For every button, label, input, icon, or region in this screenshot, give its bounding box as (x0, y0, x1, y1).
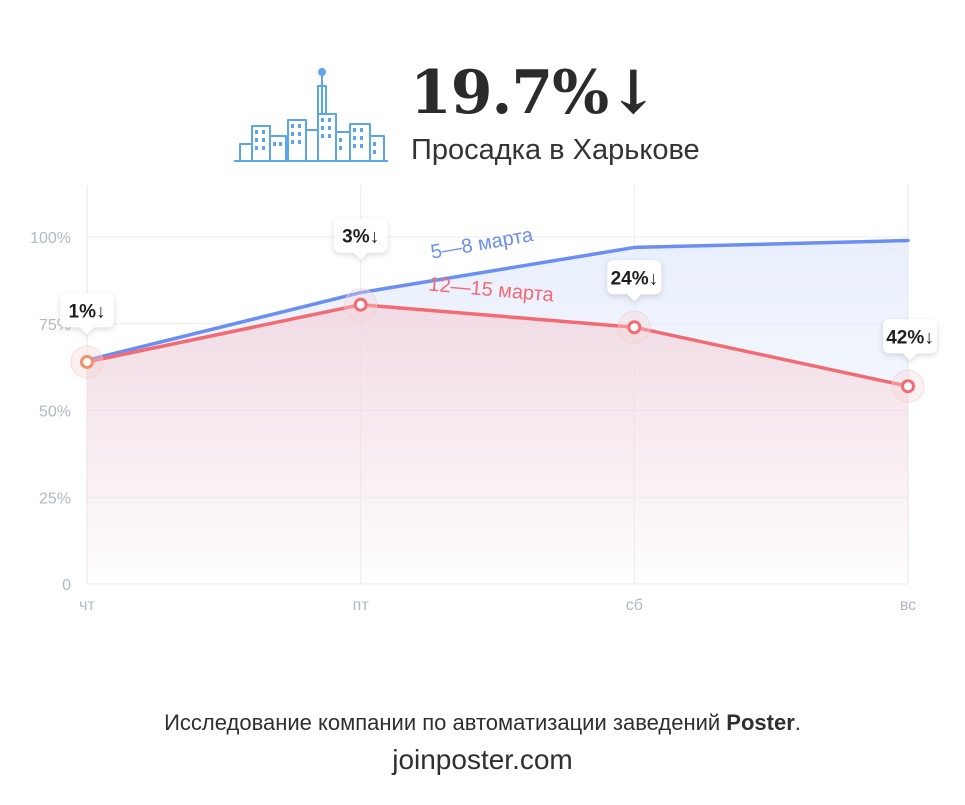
headline-value: 19.7%↓ (410, 58, 658, 128)
data-point (353, 297, 368, 312)
series-label-5-8: 5—8 марта (429, 224, 536, 264)
drop-callout-box (60, 293, 114, 335)
x-tick-label: чт (79, 597, 95, 614)
x-tick-label: пт (353, 597, 370, 614)
city-skyline-icon (234, 68, 388, 162)
x-tick-label: вс (900, 597, 916, 614)
headline-subtitle: Просадка в Харькове (411, 134, 700, 166)
drop-callout-box (883, 319, 937, 361)
area-fill-12-15 (87, 304, 908, 584)
drop-callout (60, 293, 114, 335)
drop-callout (607, 260, 662, 302)
footer-brand: Poster (726, 710, 795, 735)
data-point (80, 354, 94, 369)
y-tick-label: 100% (30, 230, 71, 247)
area-gap-fill (87, 240, 908, 387)
series-line-5-8 (85, 238, 910, 362)
drop-label: 24%↓ (611, 268, 659, 289)
drop-callout-box (607, 260, 662, 302)
data-point (901, 379, 915, 394)
drop-label: 1%↓ (69, 301, 106, 322)
footer-credit: Исследование компании по автоматизации з… (0, 710, 965, 736)
drop-label: 3%↓ (342, 227, 379, 248)
header: 19.7%↓ Просадка в Харькове (0, 0, 965, 180)
drop-callout (883, 319, 937, 361)
data-point (627, 320, 642, 335)
y-tick-label: 25% (39, 490, 71, 507)
drop-label: 42%↓ (886, 327, 934, 348)
footer-website: joinposter.com (392, 744, 573, 775)
footer-credit-suffix: . (794, 710, 801, 735)
x-tick-label: сб (626, 597, 643, 614)
series-line-12-15 (85, 302, 910, 388)
drop-callout-box (333, 218, 388, 260)
drop-callout (333, 218, 388, 260)
y-tick-label: 0 (62, 577, 71, 594)
y-tick-label: 50% (39, 404, 71, 421)
footer-credit-text: Исследование компании по автоматизации з… (164, 710, 727, 735)
